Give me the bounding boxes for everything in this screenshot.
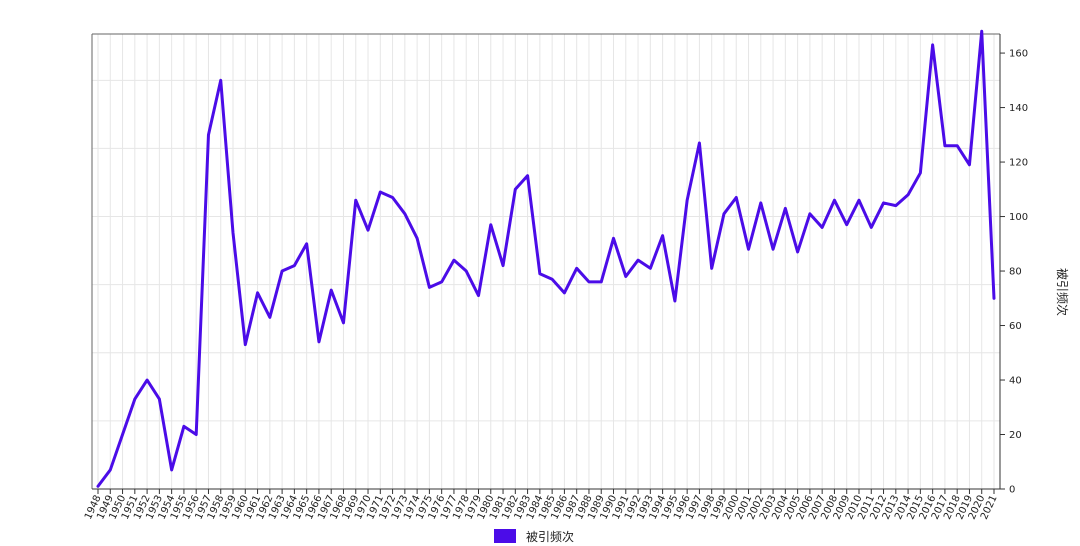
series-layer bbox=[96, 29, 996, 488]
grid-lines bbox=[92, 34, 1000, 490]
y-tick-label: 100 bbox=[1009, 212, 1028, 223]
legend-label: 被引频次 bbox=[526, 529, 575, 544]
y-tick-label: 60 bbox=[1009, 321, 1022, 332]
legend[interactable]: 被引频次 bbox=[494, 527, 574, 545]
y-tick-label: 40 bbox=[1009, 376, 1022, 387]
y-tick-label: 20 bbox=[1009, 430, 1022, 441]
y-axis-title: 被引频次 bbox=[1055, 268, 1069, 316]
axes bbox=[91, 33, 1001, 490]
legend-swatch bbox=[494, 529, 516, 543]
y-tick-label: 80 bbox=[1009, 267, 1022, 278]
y-tick-label: 160 bbox=[1009, 49, 1028, 60]
y-tick-label: 120 bbox=[1009, 158, 1028, 169]
y-tick-labels: 0 20 40 60 80 100 120 140 160 bbox=[1000, 49, 1028, 496]
y-tick-label: 140 bbox=[1009, 103, 1028, 114]
series-line bbox=[96, 29, 996, 488]
x-tick-labels: 1948194919501951195219531954195519561957… bbox=[83, 489, 1000, 521]
y-tick-label: 0 bbox=[1009, 485, 1015, 496]
